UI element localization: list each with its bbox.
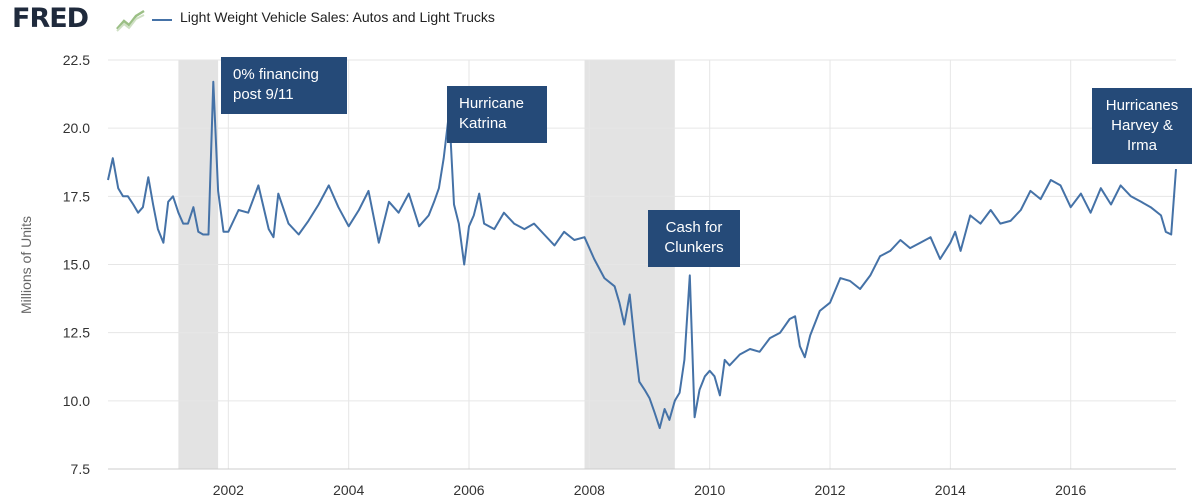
annotation-box: Hurricanes Harvey & Irma xyxy=(1092,88,1192,164)
legend-series-label: Light Weight Vehicle Sales: Autos and Li… xyxy=(180,9,495,25)
y-axis-label: Millions of Units xyxy=(18,216,34,314)
annotation-background xyxy=(221,57,347,114)
annotation-text: Harvey & xyxy=(1111,117,1173,134)
y-tick-label: 20.0 xyxy=(63,120,90,136)
y-tick-label: 22.5 xyxy=(63,52,90,68)
annotation-text: Clunkers xyxy=(664,239,723,256)
annotation-box: Cash for Clunkers xyxy=(648,210,740,267)
annotation-background xyxy=(648,210,740,267)
annotation-text: Katrina xyxy=(459,115,507,132)
y-tick-label: 17.5 xyxy=(63,188,90,204)
x-tick-label: 2016 xyxy=(1055,482,1086,498)
x-tick-label: 2008 xyxy=(574,482,605,498)
annotation-text: Hurricane xyxy=(459,95,524,112)
annotations: 0% financing post 9/11 Hurricane Katrina Cas… xyxy=(221,57,1192,267)
x-tick-label: 2006 xyxy=(453,482,484,498)
x-tick-label: 2010 xyxy=(694,482,725,498)
annotation-text: 0% financing xyxy=(233,66,319,83)
annotation-text: Irma xyxy=(1127,137,1158,154)
annotation-text: post 9/11 xyxy=(233,86,294,103)
logo-graph-icon xyxy=(116,7,146,38)
y-tick-label: 7.5 xyxy=(71,461,91,477)
legend-swatch xyxy=(152,19,172,21)
annotation-box: 0% financing post 9/11 xyxy=(221,57,347,114)
y-tick-label: 15.0 xyxy=(63,257,90,273)
series-line xyxy=(107,80,1177,430)
x-tick-label: 2012 xyxy=(814,482,845,498)
annotation-text: Hurricanes xyxy=(1106,97,1179,114)
x-tick-label: 2014 xyxy=(935,482,966,498)
annotation-box: Hurricane Katrina xyxy=(447,86,547,143)
x-tick-label: 2004 xyxy=(333,482,364,498)
y-tick-label: 10.0 xyxy=(63,393,90,409)
annotation-text: Cash for xyxy=(666,219,723,236)
y-tick-label: 12.5 xyxy=(63,325,90,341)
chart-header: FRED Light Weight Vehicle Sales: Autos a… xyxy=(0,0,1194,40)
annotation-background xyxy=(447,86,547,143)
x-tick-label: 2002 xyxy=(213,482,244,498)
axes: 7.5 10.0 12.5 15.0 17.5 20.0 22.5 2002 2004 2006 2… xyxy=(63,52,1176,498)
fred-logo: FRED xyxy=(12,3,89,34)
series-lines xyxy=(107,80,1177,430)
annotation-background xyxy=(1092,88,1192,164)
